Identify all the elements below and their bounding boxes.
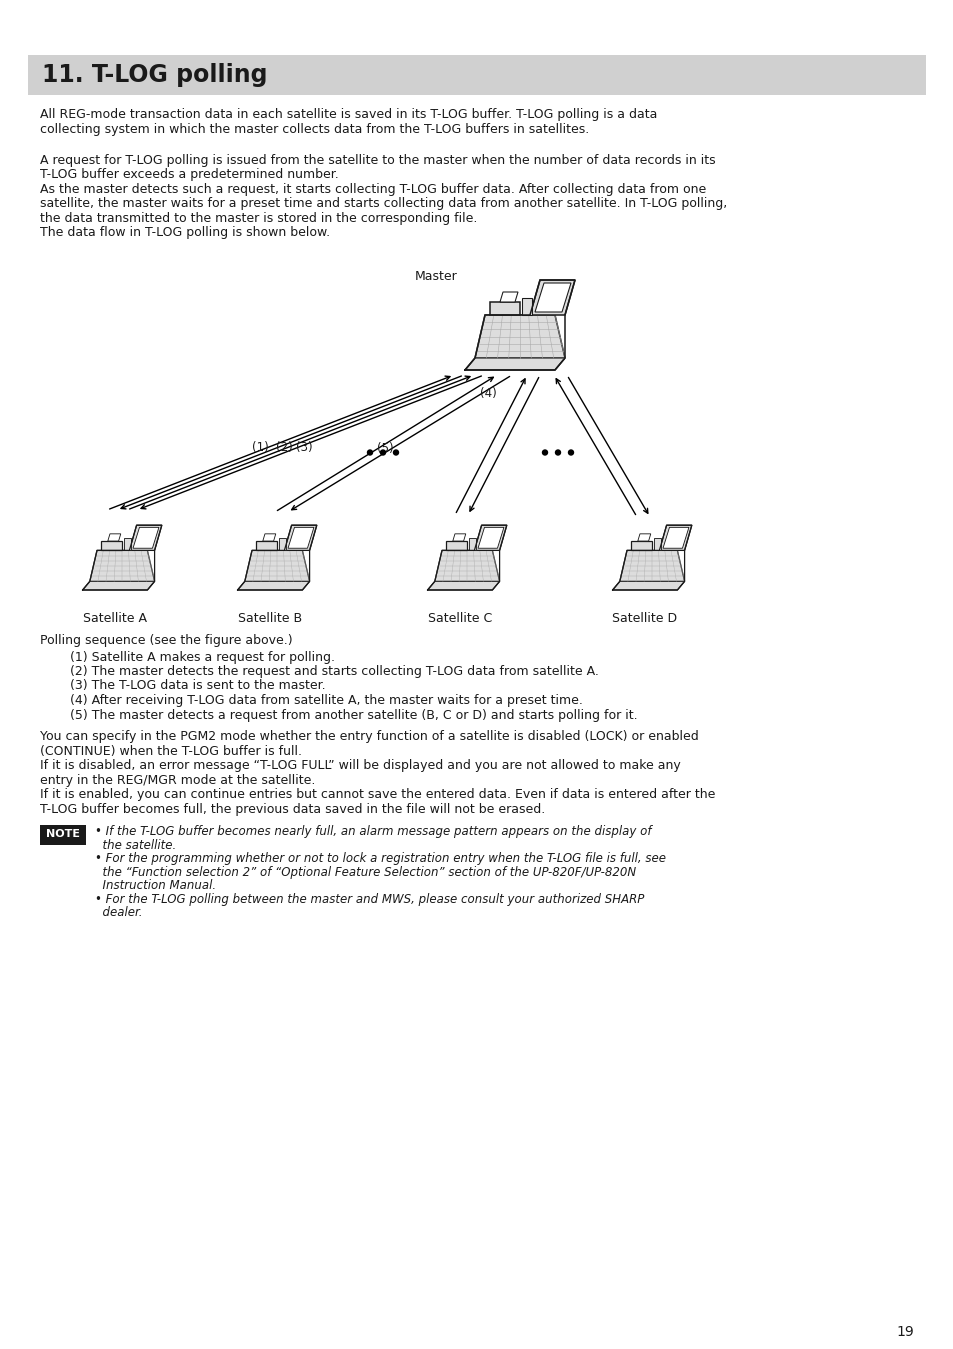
Polygon shape [288,527,314,548]
Circle shape [367,451,372,455]
Text: 11. T-LOG polling: 11. T-LOG polling [42,63,267,86]
Polygon shape [124,538,131,550]
Text: Instruction Manual.: Instruction Manual. [95,880,216,892]
Polygon shape [435,550,499,581]
Polygon shape [477,527,503,548]
Circle shape [568,451,573,455]
Text: • For the programming whether or not to lock a registration entry when the T-LOG: • For the programming whether or not to … [95,853,665,865]
Polygon shape [659,525,691,550]
Polygon shape [535,283,571,312]
Polygon shape [499,291,517,302]
Text: (CONTINUE) when the T-LOG buffer is full.: (CONTINUE) when the T-LOG buffer is full… [40,745,302,758]
Text: T-LOG buffer exceeds a predetermined number.: T-LOG buffer exceeds a predetermined num… [40,169,338,181]
Text: Satellite C: Satellite C [428,612,492,625]
Text: T-LOG buffer becomes full, the previous data saved in the file will not be erase: T-LOG buffer becomes full, the previous … [40,803,545,816]
Text: You can specify in the PGM2 mode whether the entry function of a satellite is di: You can specify in the PGM2 mode whether… [40,730,698,743]
Polygon shape [612,581,684,590]
Polygon shape [245,550,310,581]
Bar [28,55,925,94]
Polygon shape [638,534,650,541]
Polygon shape [445,541,467,550]
Text: satellite, the master waits for a preset time and starts collecting data from an: satellite, the master waits for a preset… [40,197,726,210]
Text: (4) After receiving T-LOG data from satellite A, the master waits for a preset t: (4) After receiving T-LOG data from sate… [70,693,582,707]
Text: the data transmitted to the master is stored in the corresponding file.: the data transmitted to the master is st… [40,212,476,225]
Text: collecting system in which the master collects data from the T-LOG buffers in sa: collecting system in which the master co… [40,123,589,135]
Text: The data flow in T-LOG polling is shown below.: The data flow in T-LOG polling is shown … [40,227,330,239]
Text: (1): (1) [252,441,268,455]
Text: the “Function selection 2” of “Optional Feature Selection” section of the UP-820: the “Function selection 2” of “Optional … [95,866,636,878]
Polygon shape [284,525,316,550]
Circle shape [393,451,398,455]
Text: Satellite B: Satellite B [237,612,302,625]
Text: All REG-mode transaction data in each satellite is saved in its T-LOG buffer. T-: All REG-mode transaction data in each sa… [40,108,657,121]
Polygon shape [468,538,476,550]
Text: dealer.: dealer. [95,907,142,919]
Polygon shape [619,550,684,581]
Text: If it is disabled, an error message “T-LOG FULL” will be displayed and you are n: If it is disabled, an error message “T-L… [40,759,680,772]
Text: As the master detects such a request, it starts collecting T-LOG buffer data. Af: As the master detects such a request, it… [40,182,705,196]
Circle shape [555,451,560,455]
Text: 19: 19 [895,1325,913,1340]
Text: (5): (5) [376,442,393,455]
Polygon shape [255,541,277,550]
Polygon shape [464,357,564,370]
Text: (2) The master detects the request and starts collecting T-LOG data from satelli: (2) The master detects the request and s… [70,665,598,679]
Text: (1) Satellite A makes a request for polling.: (1) Satellite A makes a request for poll… [70,650,335,664]
Text: the satellite.: the satellite. [95,839,176,851]
Polygon shape [132,527,159,548]
Polygon shape [100,541,122,550]
Polygon shape [427,581,499,590]
Text: Satellite A: Satellite A [83,612,147,625]
Polygon shape [490,302,519,316]
Polygon shape [83,581,154,590]
Text: A request for T-LOG polling is issued from the satellite to the master when the : A request for T-LOG polling is issued fr… [40,154,715,167]
Text: entry in the REG/MGR mode at the satellite.: entry in the REG/MGR mode at the satelli… [40,774,315,786]
Text: (4): (4) [479,387,497,401]
Text: Master: Master [415,270,457,283]
Text: If it is enabled, you can continue entries but cannot save the entered data. Eve: If it is enabled, you can continue entri… [40,788,715,801]
Polygon shape [262,534,275,541]
Polygon shape [90,550,154,581]
Polygon shape [475,316,564,357]
Polygon shape [453,534,465,541]
Polygon shape [278,538,286,550]
Text: • For the T-LOG polling between the master and MWS, please consult your authoriz: • For the T-LOG polling between the mast… [95,893,643,905]
Text: (2): (2) [275,441,292,455]
Polygon shape [630,541,652,550]
Polygon shape [474,525,506,550]
Polygon shape [237,581,310,590]
Circle shape [542,451,547,455]
Polygon shape [130,525,162,550]
Text: (5) The master detects a request from another satellite (B, C or D) and starts p: (5) The master detects a request from an… [70,708,637,722]
Polygon shape [662,527,688,548]
Text: (3) The T-LOG data is sent to the master.: (3) The T-LOG data is sent to the master… [70,680,325,692]
Text: NOTE: NOTE [46,830,80,839]
Polygon shape [521,298,532,316]
Text: Satellite D: Satellite D [612,612,677,625]
Polygon shape [108,534,121,541]
Text: Polling sequence (see the figure above.): Polling sequence (see the figure above.) [40,634,293,648]
Polygon shape [530,281,575,316]
Polygon shape [653,538,660,550]
Bar [40,826,86,846]
Text: (3): (3) [295,441,312,455]
Text: • If the T-LOG buffer becomes nearly full, an alarm message pattern appears on t: • If the T-LOG buffer becomes nearly ful… [95,826,651,838]
Circle shape [380,451,385,455]
